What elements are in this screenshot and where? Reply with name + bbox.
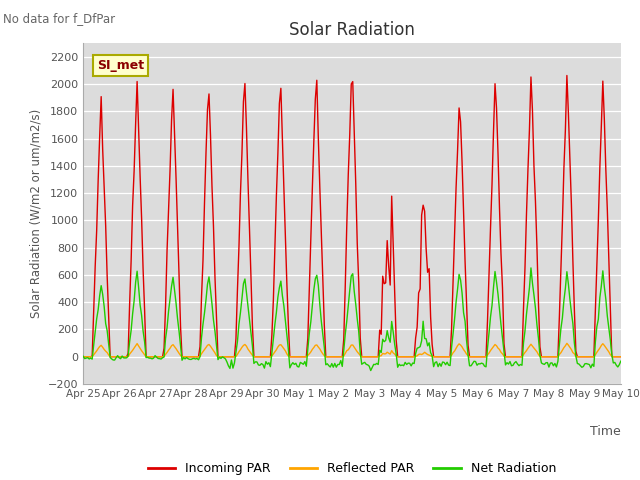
Title: Solar Radiation: Solar Radiation: [289, 21, 415, 39]
Text: Time: Time: [590, 425, 621, 438]
Text: No data for f_DfPar: No data for f_DfPar: [3, 12, 115, 25]
Y-axis label: Solar Radiation (W/m2 or um/m2/s): Solar Radiation (W/m2 or um/m2/s): [29, 109, 42, 318]
Text: SI_met: SI_met: [97, 59, 144, 72]
Legend: Incoming PAR, Reflected PAR, Net Radiation: Incoming PAR, Reflected PAR, Net Radiati…: [143, 457, 561, 480]
